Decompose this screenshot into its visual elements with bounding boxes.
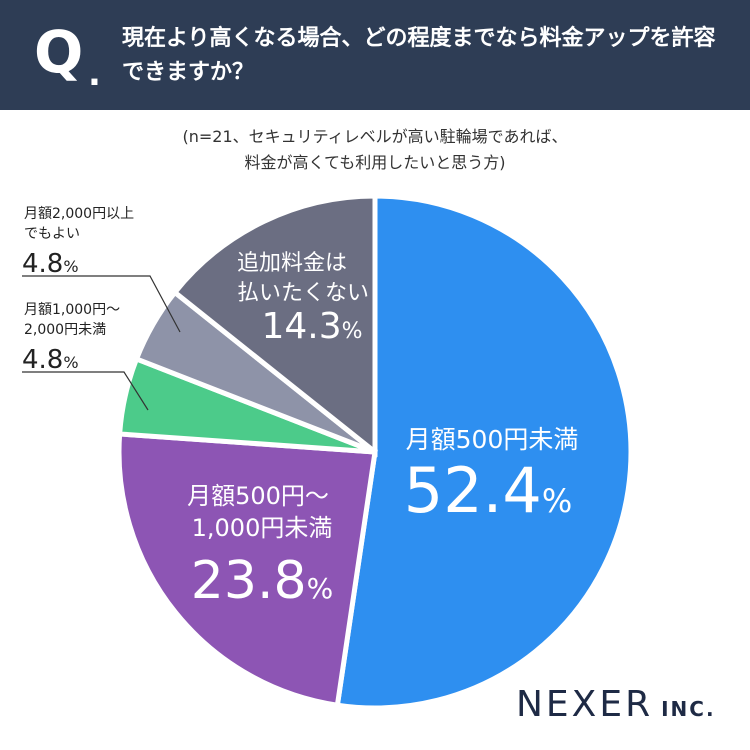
slice-value-2: 4.8% bbox=[22, 345, 79, 375]
sample-note-line2: 料金が高くても利用したいと思う方) bbox=[244, 153, 506, 172]
slice-label-4-line1: 追加料金は bbox=[237, 251, 347, 276]
slice-label-1-line1: 月額500円～ bbox=[187, 482, 329, 510]
q-dot: . bbox=[88, 54, 101, 94]
slice-value-3-number: 4.8 bbox=[22, 249, 63, 279]
slice-value-2-unit: % bbox=[63, 353, 78, 372]
slice-value-4-number: 14.3 bbox=[261, 306, 341, 347]
slice-label-3-line1: 月額2,000円以上 bbox=[24, 206, 134, 222]
slice-value-0: 52.4% bbox=[404, 454, 572, 527]
slice-label-2-line2: 2,000円未満 bbox=[24, 322, 106, 338]
logo-main: NEXER bbox=[516, 684, 654, 725]
question-header: Q . 現在より高くなる場合、どの程度までなら料金アップを許容できますか？ bbox=[0, 0, 750, 110]
pie-slices bbox=[116, 193, 634, 711]
leader-lines bbox=[22, 275, 181, 411]
slice-label-2-line1: 月額1,000円～ bbox=[24, 302, 120, 318]
slice-value-2-number: 4.8 bbox=[22, 345, 63, 375]
slice-value-1-unit: % bbox=[307, 572, 334, 605]
slice-value-0-unit: % bbox=[542, 482, 572, 520]
slice-value-3: 4.8% bbox=[22, 249, 79, 279]
logo-sub: INC. bbox=[661, 697, 716, 721]
leader-line-2 bbox=[22, 371, 149, 411]
slice-value-1-number: 23.8 bbox=[191, 551, 307, 611]
sample-note-line1: (n=21、セキュリティレベルが高い駐輪場であれば、 bbox=[182, 127, 568, 146]
pie-slice-0 bbox=[334, 193, 634, 711]
slice-value-1: 23.8% bbox=[191, 551, 333, 611]
slice-label-1-line2: 1,000円未満 bbox=[192, 514, 333, 542]
nexer-logo: NEXER INC. bbox=[516, 684, 716, 725]
q-mark: Q bbox=[34, 18, 84, 86]
slice-label-3-line2: でもよい bbox=[24, 226, 80, 242]
leader-line-3 bbox=[22, 275, 181, 333]
slice-value-4-unit: % bbox=[342, 319, 363, 344]
slice-label-4-line2: 払いたくない bbox=[237, 281, 369, 306]
question-text: 現在より高くなる場合、どの程度までなら料金アップを許容できますか？ bbox=[122, 26, 716, 85]
slice-value-0-number: 52.4 bbox=[404, 454, 542, 527]
slice-value-4: 14.3% bbox=[261, 306, 362, 347]
slice-value-3-unit: % bbox=[63, 257, 78, 276]
pie-slice-1 bbox=[116, 431, 378, 709]
sample-note: (n=21、セキュリティレベルが高い駐輪場であれば、 料金が高くても利用したいと… bbox=[0, 124, 750, 176]
pie-slice-4 bbox=[171, 193, 378, 458]
slice-label-0: 月額500円未満 bbox=[406, 425, 579, 454]
